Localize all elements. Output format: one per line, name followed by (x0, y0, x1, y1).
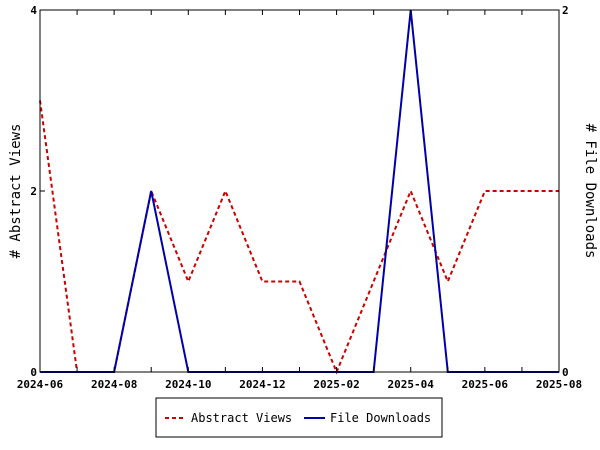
legend-label-abstract-views: Abstract Views (191, 411, 292, 425)
series-line-abstract-views (39, 100, 559, 375)
series-line-file-downloads (40, 9, 559, 373)
legend: Abstract Views File Downloads (155, 397, 443, 438)
plot-frame (39, 9, 560, 373)
x-tick-label: 2024-08 (91, 378, 137, 391)
x-tick-label: 2025-04 (388, 378, 435, 391)
x-tick-label: 2025-08 (536, 378, 582, 391)
y-tick-label-left: 0 (30, 366, 37, 379)
x-tick-label: 2025-06 (462, 378, 509, 391)
x-tick-label: 2024-10 (165, 378, 211, 391)
x-tick-label: 2024-06 (17, 378, 64, 391)
x-tick-label: 2024-12 (239, 378, 285, 391)
y-axis-right-title: # File Downloads (582, 124, 598, 259)
y-axis-left-title: # Abstract Views (8, 124, 24, 259)
y-tick-label-left: 2 (30, 185, 37, 198)
x-tick-label: 2025-02 (313, 378, 359, 391)
legend-box (155, 397, 443, 438)
y-tick-label-left: 4 (30, 4, 37, 17)
y-tick-label-right: 2 (562, 4, 569, 17)
y-tick-label-right: 0 (562, 366, 569, 379)
legend-label-file-downloads: File Downloads (330, 411, 431, 425)
